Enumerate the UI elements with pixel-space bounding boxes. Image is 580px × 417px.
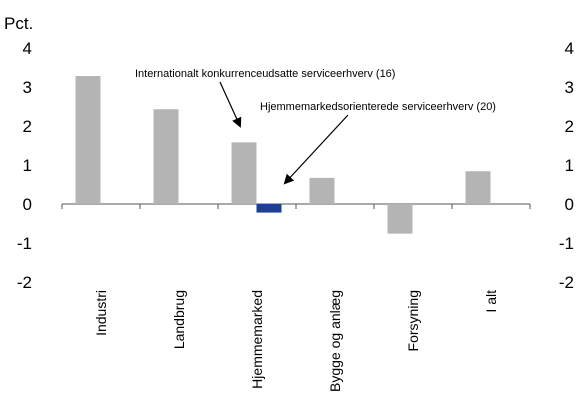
y-tick-right-label: 4 xyxy=(565,39,574,58)
y-tick-right-label: -2 xyxy=(559,273,574,292)
category-label: Forsyning xyxy=(405,290,421,351)
bar-series1 xyxy=(231,142,257,204)
bars xyxy=(75,76,491,234)
y-axis-right-ticks: 4 3 2 1 0 -1 -2 xyxy=(559,39,574,292)
annotation-series1: Internationalt konkurrenceudsatte servic… xyxy=(135,68,395,80)
y-tick-left-label: 2 xyxy=(23,117,32,136)
y-tick-left-label: -1 xyxy=(17,234,32,253)
category-label: Industri xyxy=(93,290,109,336)
y-tick-left-label: 1 xyxy=(23,156,32,175)
y-tick-left-label: 3 xyxy=(23,78,32,97)
annotation-arrow-series2 xyxy=(283,114,349,185)
category-label: Bygge og anlæg xyxy=(327,290,343,392)
annotation-arrow-series1 xyxy=(219,81,242,128)
bar-series1 xyxy=(75,76,101,204)
bar-series2 xyxy=(256,204,282,213)
y-tick-right-label: 3 xyxy=(565,78,574,97)
axes xyxy=(61,203,531,209)
bar-series1 xyxy=(153,109,179,204)
y-tick-left-label: 4 xyxy=(23,39,32,58)
y-tick-right-label: 1 xyxy=(565,156,574,175)
x-axis-categories: Industri Landbrug Hjemmemarked Bygge og anl… xyxy=(93,290,499,392)
y-tick-right-label: -1 xyxy=(559,234,574,253)
category-label: I alt xyxy=(483,290,499,313)
bar-series1 xyxy=(387,204,413,234)
y-tick-left-label: 0 xyxy=(23,195,32,214)
y-tick-right-label: 2 xyxy=(565,117,574,136)
y-tick-right-label: 0 xyxy=(565,195,574,214)
annotation-series2: Hjemmemarkedsorienterede serviceerhverv … xyxy=(260,101,496,113)
category-label: Landbrug xyxy=(171,290,187,349)
y-axis-left-ticks: 4 3 2 1 0 -1 -2 xyxy=(17,39,32,292)
category-label: Hjemmemarked xyxy=(249,290,265,389)
annotations: Internationalt konkurrenceudsatte servic… xyxy=(135,68,496,185)
y-axis-title: Pct. xyxy=(4,14,33,33)
bar-series1 xyxy=(309,177,335,204)
y-tick-left-label: -2 xyxy=(17,273,32,292)
bar-series1 xyxy=(465,171,491,204)
